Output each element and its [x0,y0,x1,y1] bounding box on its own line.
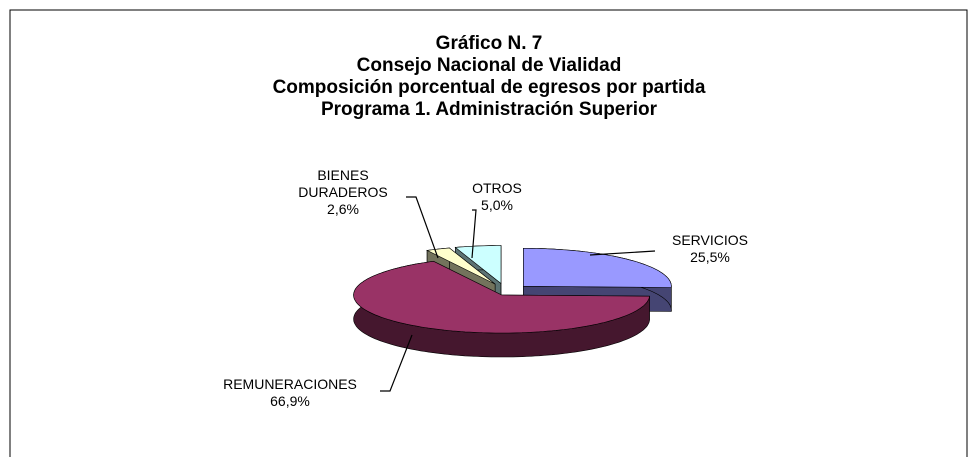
value-label: 5,0% [481,197,513,213]
chart-frame [9,9,968,457]
leader-line [589,250,656,256]
data-label: REMUNERACIONES 66,9% [223,376,357,410]
category-label: REMUNERACIONES [223,376,357,392]
data-label: OTROS 5,0% [472,180,522,214]
chart-title: Composición porcentual de egresos por pa… [272,77,706,98]
data-label: SERVICIOS 25,5% [672,232,748,266]
value-label: 2,6% [327,201,359,217]
category-label: OTROS [472,180,522,196]
pie-slice [523,248,672,288]
category-label: SERVICIOS [672,232,748,248]
category-label: BIENES DURADEROS [298,167,388,200]
leader-line [406,196,439,259]
pie-slice [454,245,502,285]
pie-slice [353,260,650,334]
pie-slice [426,247,496,285]
value-label: 66,9% [270,393,310,409]
chart-title: Gráfico N. 7 [435,33,543,54]
value-label: 25,5% [690,249,730,265]
chart-title: Consejo Nacional de Vialidad [356,55,622,76]
chart-title: Programa 1. Administración Superior [320,99,658,120]
data-label: BIENES DURADEROS 2,6% [288,167,398,218]
pie [353,196,672,392]
leader-line [380,334,413,392]
leader-line [471,209,477,259]
